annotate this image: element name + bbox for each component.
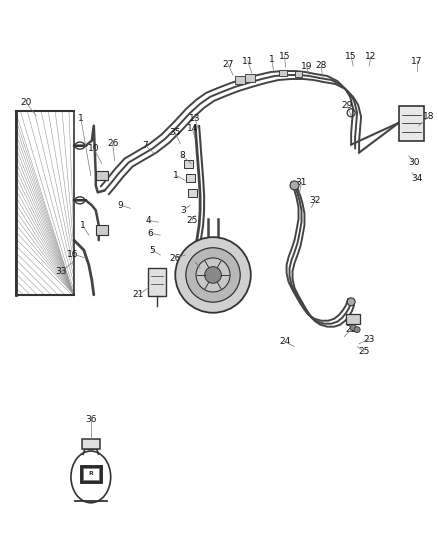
Text: 22: 22: [346, 325, 357, 334]
Circle shape: [354, 327, 360, 333]
Bar: [346, 314, 360, 324]
Bar: [82, 439, 100, 449]
Bar: [83, 468, 99, 480]
Text: 10: 10: [88, 144, 99, 153]
Bar: [235, 76, 245, 84]
Circle shape: [175, 237, 251, 313]
Text: 29: 29: [342, 101, 353, 110]
Text: 1: 1: [78, 114, 84, 123]
Text: 5: 5: [149, 246, 155, 255]
Circle shape: [196, 258, 230, 292]
Text: 28: 28: [316, 61, 327, 69]
Bar: [148, 268, 166, 296]
Bar: [184, 159, 193, 167]
Text: 13: 13: [189, 114, 201, 123]
Text: 19: 19: [301, 61, 312, 70]
Text: 6: 6: [148, 229, 153, 238]
Text: R: R: [88, 471, 93, 477]
Text: 25: 25: [187, 216, 198, 225]
Text: 1: 1: [173, 171, 179, 180]
Text: 4: 4: [146, 216, 151, 225]
Bar: [399, 106, 424, 141]
Text: 15: 15: [346, 52, 357, 61]
Text: 11: 11: [242, 56, 254, 66]
Text: 7: 7: [143, 141, 148, 150]
Text: 2: 2: [192, 257, 198, 266]
Bar: [16, 111, 74, 295]
Circle shape: [290, 181, 299, 190]
Text: 30: 30: [408, 158, 420, 167]
Text: 23: 23: [364, 335, 375, 344]
Text: 26: 26: [170, 254, 181, 263]
Bar: [96, 225, 108, 235]
Text: 18: 18: [423, 112, 434, 122]
Bar: [279, 70, 286, 76]
Text: 9: 9: [118, 201, 124, 210]
Circle shape: [205, 266, 221, 283]
Text: 1: 1: [269, 54, 275, 63]
Text: 8: 8: [179, 151, 185, 160]
Text: 36: 36: [85, 415, 96, 424]
Text: 15: 15: [279, 52, 290, 61]
Text: 35: 35: [170, 128, 181, 137]
Bar: [186, 174, 195, 182]
Text: 3: 3: [180, 206, 186, 215]
Text: 12: 12: [365, 52, 377, 61]
Circle shape: [350, 325, 356, 330]
Text: 17: 17: [411, 56, 423, 66]
Text: 31: 31: [296, 178, 307, 187]
Text: 27: 27: [222, 60, 233, 69]
Text: 26: 26: [107, 139, 118, 148]
Text: 32: 32: [310, 196, 321, 205]
Bar: [294, 71, 303, 77]
Text: 14: 14: [187, 124, 198, 133]
Bar: [96, 171, 108, 181]
Text: 34: 34: [411, 174, 422, 183]
Text: 1: 1: [80, 221, 86, 230]
Text: 24: 24: [279, 337, 290, 346]
Text: 21: 21: [133, 290, 144, 300]
Text: 16: 16: [67, 249, 79, 259]
Circle shape: [347, 298, 355, 306]
Bar: [80, 465, 102, 483]
Text: 33: 33: [55, 268, 67, 277]
Bar: [245, 74, 255, 82]
Text: 20: 20: [21, 99, 32, 107]
Bar: [188, 189, 197, 197]
Circle shape: [186, 248, 240, 302]
Text: 25: 25: [358, 347, 370, 356]
